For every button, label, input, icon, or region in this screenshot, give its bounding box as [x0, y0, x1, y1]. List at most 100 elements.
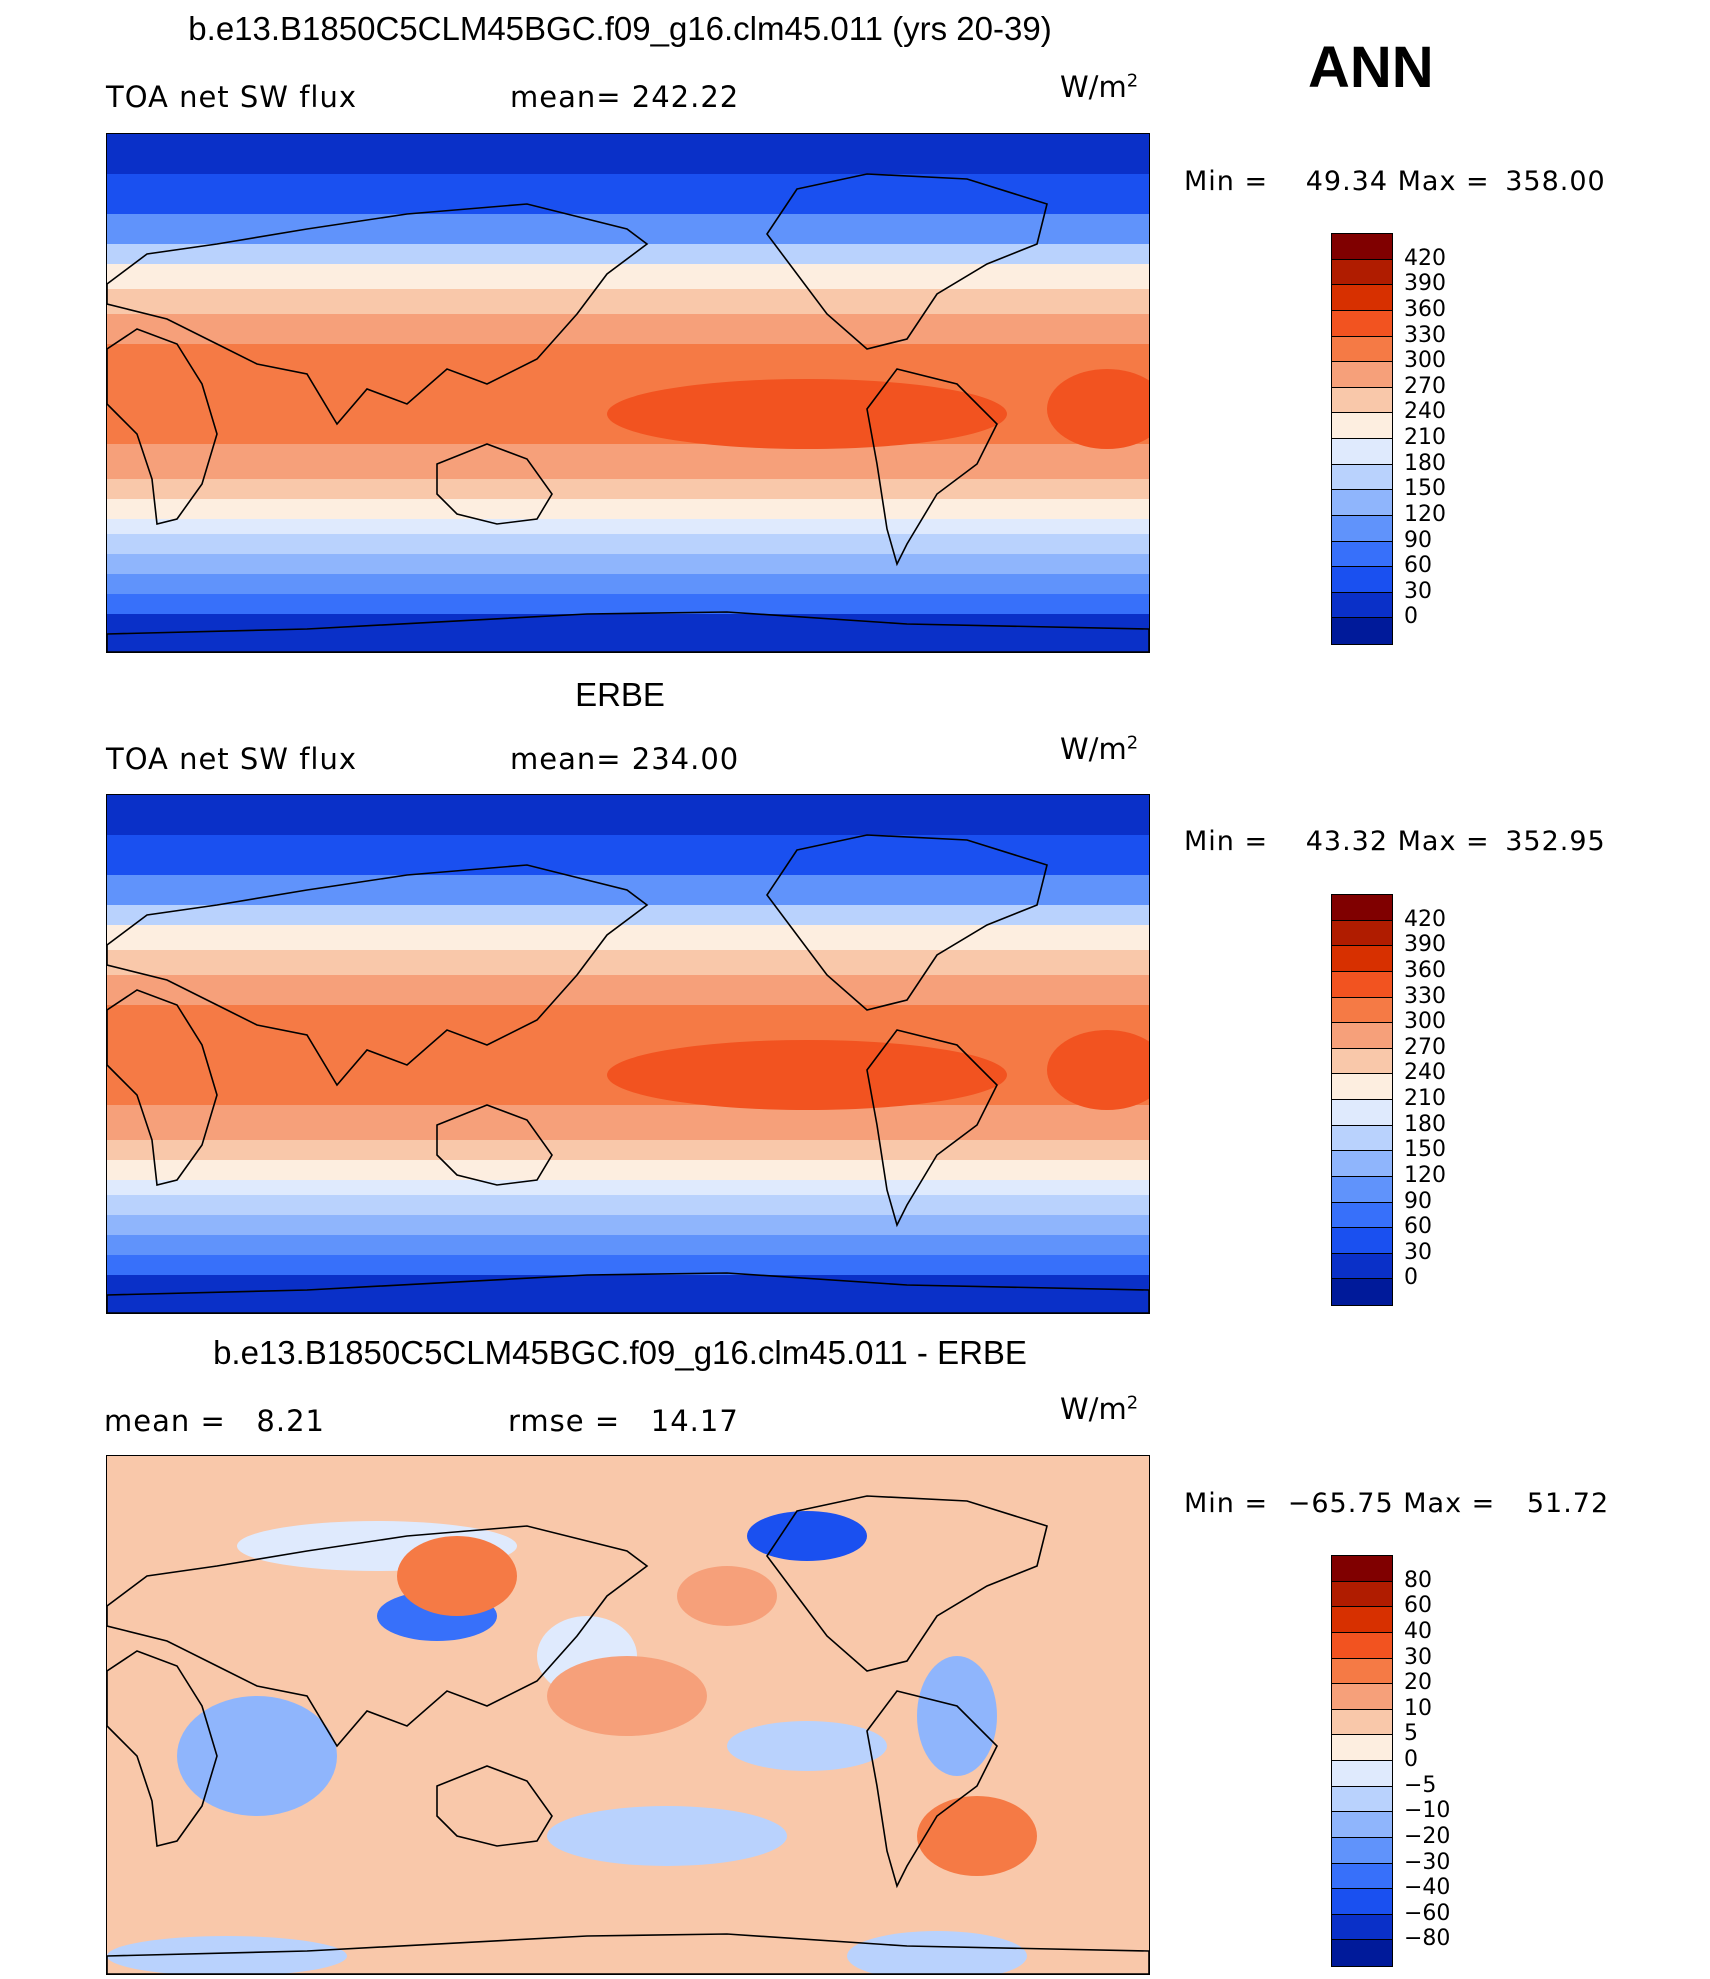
colorbar-bin	[1332, 310, 1392, 337]
colorbar-tick-label: −5	[1404, 1772, 1437, 1798]
panel-1-min-value: 49.34	[1305, 166, 1389, 197]
map-band	[107, 905, 1149, 926]
coastline	[866, 1029, 998, 1228]
colorbar-bin	[1332, 1684, 1392, 1710]
colorbar-tick-label: 10	[1404, 1695, 1432, 1721]
colorbar-bin	[1332, 1863, 1392, 1890]
colorbar-tick-label: 30	[1404, 578, 1432, 604]
coastline	[107, 1272, 1149, 1313]
colorbar-bin	[1332, 515, 1392, 542]
map-band	[107, 174, 1149, 215]
coastline	[107, 203, 649, 426]
colorbar-bin	[1332, 259, 1392, 286]
map-canvas	[107, 795, 1149, 1313]
colorbar-tick-label: 180	[1404, 1111, 1446, 1137]
coastline	[866, 368, 998, 567]
colorbar-bin	[1332, 920, 1392, 947]
panel-2-max-label: Max =	[1397, 826, 1490, 857]
colorbar-tick-label: 60	[1404, 1214, 1432, 1240]
colorbar-bin	[1332, 567, 1392, 593]
colorbar-tick-label: 120	[1404, 501, 1446, 527]
colorbar-bin	[1332, 1100, 1392, 1126]
panel-2-mean-label: mean= 234.00	[510, 742, 740, 776]
panel-2-max-value: 352.95	[1505, 826, 1606, 857]
map-band	[107, 1140, 1149, 1161]
colorbar-bin	[1332, 1581, 1392, 1608]
colorbar-tick-label: 270	[1404, 1034, 1446, 1060]
panel-2-units: W/m2	[1060, 732, 1139, 766]
map-band	[107, 1255, 1149, 1276]
colorbar-tick-label: 80	[1404, 1567, 1432, 1593]
colorbar-bin	[1332, 1023, 1392, 1049]
colorbar-tick-label: 40	[1404, 1618, 1432, 1644]
map-band	[107, 1235, 1149, 1256]
map-band	[107, 1005, 1149, 1106]
coastline	[107, 1650, 218, 1847]
map-band	[107, 1936, 347, 1974]
map-band	[677, 1566, 777, 1626]
panel-1-max-label: Max =	[1397, 166, 1490, 197]
map-band	[107, 594, 1149, 615]
panel-1-variable-label: TOA net SW flux	[106, 80, 358, 114]
colorbar-bin	[1332, 362, 1392, 388]
panel-1-max-value: 358.00	[1505, 166, 1606, 197]
panel-3-min-label: Min =	[1184, 1488, 1269, 1519]
season-label: ANN	[1308, 35, 1434, 100]
colorbar-tick-label: −40	[1404, 1875, 1451, 1901]
panel-2-variable-label: TOA net SW flux	[106, 742, 358, 776]
colorbar-bin	[1332, 1202, 1392, 1229]
colorbar-bin	[1332, 618, 1392, 644]
panel-1-units: W/m2	[1060, 70, 1139, 104]
map-band	[847, 1931, 1027, 1974]
panel-1-min-label: Min =	[1184, 166, 1269, 197]
colorbar-tick-label: 210	[1404, 425, 1446, 450]
map-band	[107, 264, 1149, 290]
colorbar-bin	[1332, 1048, 1392, 1075]
map-band	[107, 289, 1149, 315]
colorbar-tick-label: 300	[1404, 348, 1446, 374]
map-band	[107, 1180, 1149, 1196]
map-band	[1047, 369, 1149, 449]
colorbar-bin	[1332, 1632, 1392, 1659]
colorbar-bin	[1332, 1279, 1392, 1305]
colorbar-bin	[1332, 1074, 1392, 1100]
map-band	[107, 795, 1149, 836]
coastlines	[107, 173, 1149, 652]
coastline	[107, 864, 649, 1087]
colorbar-tick-label: 90	[1404, 1188, 1432, 1214]
colorbar-tick-label: 60	[1404, 1593, 1432, 1619]
colorbar-bin	[1332, 439, 1392, 465]
map-band	[107, 950, 1149, 976]
colorbar-bin	[1332, 592, 1392, 619]
colorbar-bin	[1332, 336, 1392, 363]
colorbar-tick-label: 240	[1404, 399, 1446, 425]
coastline	[866, 1690, 998, 1889]
map-band	[107, 444, 1149, 480]
panel-1-mean-label: mean= 242.22	[510, 80, 740, 114]
colorbar-bin	[1332, 1151, 1392, 1177]
map-band	[107, 344, 1149, 445]
map-band	[917, 1796, 1037, 1876]
map-band	[107, 1160, 1149, 1181]
map-band	[107, 574, 1149, 595]
colorbar-bin	[1332, 234, 1392, 260]
colorbar-tick-label: 360	[1404, 957, 1446, 983]
map-band	[107, 554, 1149, 575]
colorbar-tick-label: 60	[1404, 553, 1432, 579]
coastline	[107, 989, 218, 1186]
colorbar-tick-label: 330	[1404, 322, 1446, 348]
colorbar-tick-label: 360	[1404, 296, 1446, 322]
colorbar-bin	[1332, 1914, 1392, 1941]
colorbar-tick-label: 5	[1404, 1721, 1418, 1747]
coastline	[107, 1525, 649, 1748]
panel-1-map	[106, 133, 1150, 653]
map-band	[747, 1511, 867, 1561]
colorbar-bin	[1332, 997, 1392, 1024]
map-canvas	[107, 134, 1149, 652]
colorbar-tick-label: 20	[1404, 1670, 1432, 1696]
panel-1-title: b.e13.B1850C5CLM45BGC.f09_g16.clm45.011 …	[188, 10, 1052, 47]
colorbar-bin	[1332, 1812, 1392, 1838]
colorbar-tick-label: 420	[1404, 245, 1446, 271]
map-band	[107, 975, 1149, 1006]
map-band	[847, 1891, 927, 1921]
